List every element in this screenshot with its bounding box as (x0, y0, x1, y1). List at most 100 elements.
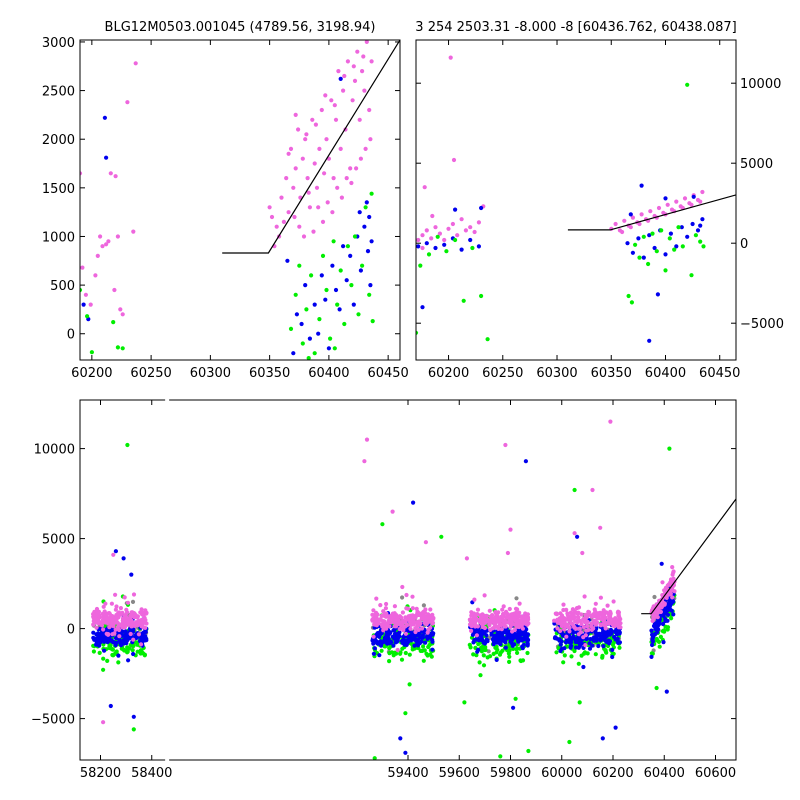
data-point (99, 623, 105, 628)
data-point (501, 604, 506, 609)
data-point (341, 244, 346, 249)
data-point (613, 637, 618, 642)
data-point (524, 627, 529, 632)
data-point (620, 229, 625, 235)
data-point (139, 636, 144, 641)
data-point (335, 302, 340, 307)
data-point (463, 228, 468, 233)
top-left-chart-y-ticks: 0 500 1000 1500 2000 2500 3000 (42, 36, 400, 343)
bottom-chart: 58200 58400 59400 59600 59800 60000 60200 60400… (31, 398, 737, 781)
data-point (581, 635, 586, 640)
data-point (428, 616, 433, 621)
data-point (131, 651, 136, 657)
data-point (316, 331, 321, 336)
data-point (575, 611, 580, 616)
data-point (495, 632, 500, 638)
data-point (629, 300, 635, 305)
top-left-chart: BLG12M0503.001045 (4789.56, 3198.94) 602… (42, 20, 409, 381)
data-point (650, 638, 655, 643)
data-point (616, 625, 621, 630)
data-point (636, 236, 641, 241)
data-point (605, 630, 610, 636)
data-point (109, 601, 114, 606)
data-point (513, 632, 518, 637)
data-point (105, 658, 110, 664)
data-point (450, 221, 455, 227)
data-point (468, 225, 473, 230)
data-point (671, 569, 676, 574)
data-point (422, 185, 427, 190)
data-point (394, 618, 399, 623)
data-point (361, 54, 366, 59)
data-point (314, 185, 320, 190)
data-point (394, 622, 399, 628)
data-point (517, 601, 522, 606)
data-point (317, 317, 322, 322)
data-point (309, 273, 314, 278)
data-point (583, 643, 588, 648)
data-point (476, 647, 481, 653)
data-point (509, 619, 514, 624)
data-point (639, 212, 644, 217)
data-point (418, 263, 423, 268)
data-point (131, 229, 136, 234)
data-point (566, 624, 571, 630)
bottom-chart-model-line (641, 498, 736, 615)
data-point (130, 610, 135, 615)
bottom-chart-axis-break (165, 398, 170, 762)
data-point (360, 69, 365, 74)
data-point (676, 225, 681, 230)
data-point (415, 624, 420, 629)
data-point (598, 633, 603, 639)
data-point (476, 220, 481, 225)
y-tick-label: 5000 (42, 533, 75, 548)
data-point (299, 321, 304, 327)
top-right-chart-x-ticks: 60200 60250 60300 60350 60400 60450 (428, 40, 740, 381)
data-point (648, 209, 653, 214)
data-point (399, 657, 405, 662)
data-point (141, 620, 146, 625)
data-point-outlier (129, 572, 134, 577)
data-point (362, 224, 367, 229)
data-point (652, 245, 657, 251)
data-point (377, 653, 382, 658)
data-point (611, 640, 616, 645)
data-point (424, 228, 429, 233)
data-point (617, 645, 622, 650)
data-point (395, 647, 400, 653)
data-point (319, 273, 324, 278)
x-tick-label: 60200 (592, 766, 633, 781)
data-point (105, 639, 110, 645)
y-tick-label: 2000 (42, 133, 75, 148)
data-point (601, 644, 606, 649)
data-point (128, 631, 133, 637)
data-point (410, 594, 415, 599)
top-right-chart-y-ticks: −5000 0 5000 10000 (416, 77, 784, 332)
data-point (481, 653, 486, 658)
data-point (373, 619, 378, 624)
data-point (396, 632, 401, 637)
data-point (91, 630, 96, 635)
data-point (672, 589, 677, 594)
data-point (93, 614, 98, 619)
data-point (448, 55, 453, 60)
data-point (601, 608, 606, 613)
data-point (576, 605, 582, 610)
data-point (405, 617, 410, 622)
data-point (412, 637, 417, 642)
y-tick-label: 3000 (42, 36, 75, 51)
data-point (395, 614, 400, 619)
data-point (668, 588, 673, 594)
data-point (472, 229, 477, 235)
data-point (118, 612, 123, 617)
data-point (514, 620, 519, 625)
data-point (316, 205, 321, 210)
data-point (469, 628, 474, 634)
data-point (488, 654, 493, 659)
data-point (521, 614, 526, 619)
data-point (352, 78, 358, 83)
data-point (569, 621, 574, 626)
data-point (633, 242, 638, 247)
data-point (384, 611, 389, 616)
bottom-chart-x-ticks: 58200 58400 59400 59600 59800 60000 60200 60400… (80, 400, 736, 781)
